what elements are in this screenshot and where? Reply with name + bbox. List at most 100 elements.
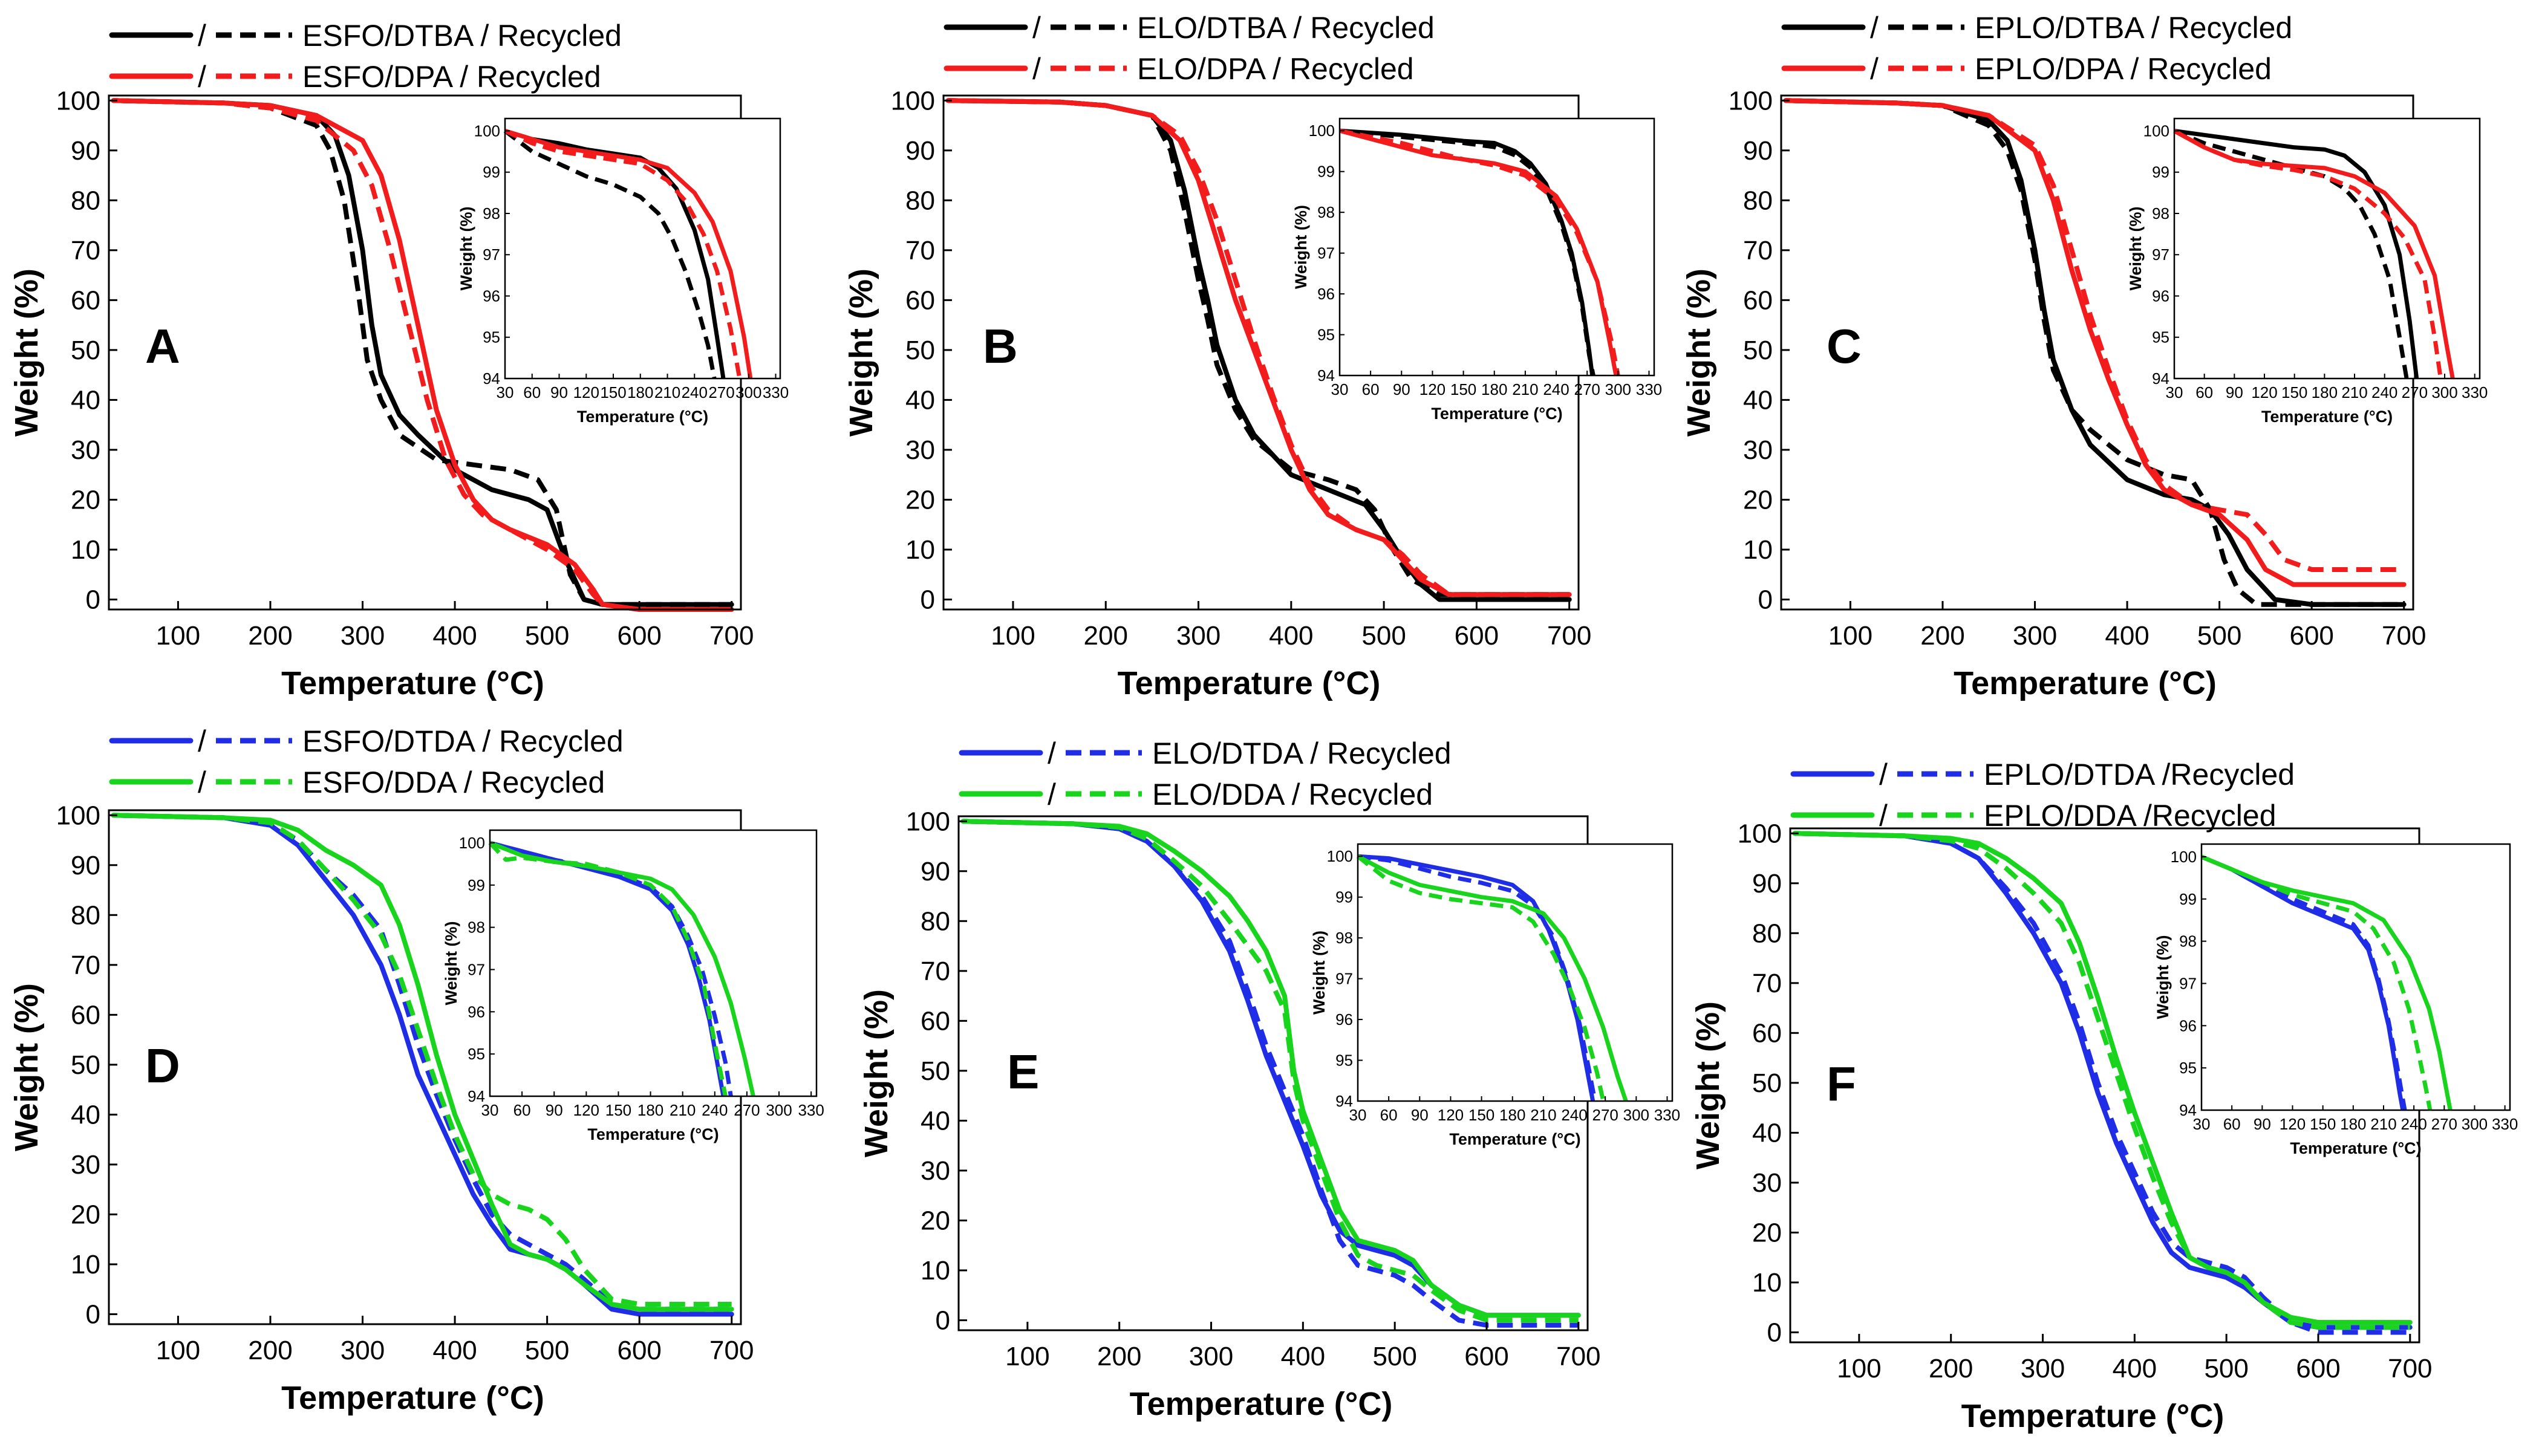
y-tick-label: 40 (1752, 1118, 1782, 1148)
x-axis-title: Temperature (°C) (1130, 1386, 1393, 1422)
inset-y-axis-title: Weight (%) (1292, 205, 1310, 289)
y-tick-label: 80 (71, 186, 100, 215)
x-tick-label: 600 (1455, 621, 1499, 651)
legend-separator: / (198, 724, 206, 758)
x-tick-label: 600 (1464, 1342, 1508, 1371)
inset-y-tick-label: 97 (2152, 245, 2169, 264)
y-tick-label: 30 (905, 435, 935, 465)
x-tick-label: 200 (1097, 1342, 1141, 1371)
x-axis-title: Temperature (°C) (1954, 665, 2217, 701)
y-tick-label: 100 (1738, 819, 1782, 848)
inset-x-tick-label: 270 (2402, 383, 2428, 401)
y-tick-label: 10 (921, 1256, 950, 1285)
y-tick-label: 70 (1743, 236, 1773, 265)
inset-x-tick-label: 210 (1512, 380, 1538, 398)
inset-x-tick-label: 150 (1468, 1106, 1494, 1124)
inset-series-line-red-recycled (2173, 129, 2443, 379)
inset-x-tick-label: 90 (2226, 383, 2243, 401)
x-tick-label: 400 (2105, 621, 2149, 651)
inset-x-tick-label: 120 (573, 1101, 599, 1119)
series-line-green (111, 813, 734, 1312)
y-tick-label: 40 (921, 1106, 950, 1136)
inset-x-tick-label: 180 (637, 1101, 663, 1119)
inset-x-axis-title: Temperature (°C) (587, 1125, 719, 1143)
x-tick-label: 700 (1547, 621, 1591, 651)
inset-x-tick-label: 60 (1362, 380, 1380, 398)
x-axis-title: Temperature (°C) (1961, 1398, 2224, 1434)
inset-x-tick-label: 210 (670, 1101, 696, 1119)
inset-y-tick-label: 100 (1309, 122, 1335, 140)
legend-label: ESFO/DPA / Recycled (302, 60, 601, 94)
inset-x-tick-label: 300 (766, 1101, 792, 1119)
series-line-red-recycled (948, 98, 1569, 597)
panel-c: 100 200 300 400 500 600 700 0 10 20 30 40 50 60 70 80 90… (1681, 11, 2488, 701)
inset-x-tick-label: 90 (550, 383, 568, 401)
panel-f: 100 200 300 400 500 600 700 0 10 20 30 40 50 60 70 80 90… (1690, 758, 2518, 1434)
inset-background (1358, 844, 1672, 1101)
inset-x-tick-label: 180 (627, 383, 653, 401)
inset-y-tick-label: 97 (1335, 970, 1353, 988)
inset-y-tick-label: 98 (483, 204, 500, 223)
inset-y-tick-label: 100 (459, 834, 485, 852)
inset-series-line-green-recycled (1356, 854, 1606, 1102)
series-line-blue-recycled (963, 819, 1579, 1328)
series-line-green-recycled (963, 819, 1579, 1323)
inset-x-tick-label: 270 (1592, 1106, 1618, 1124)
inset-x-tick-label: 180 (2340, 1115, 2366, 1133)
inset-x-tick-label: 300 (735, 383, 761, 401)
y-axis-title: Weight (%) (8, 983, 45, 1151)
y-tick-label: 0 (86, 1299, 100, 1329)
inset-x-tick-label: 30 (481, 1101, 499, 1119)
x-tick-label: 100 (156, 1336, 200, 1365)
inset-x-tick-label: 210 (2341, 383, 2367, 401)
panel-letter: B (983, 319, 1018, 373)
x-tick-label: 300 (1189, 1342, 1233, 1371)
x-tick-label: 500 (525, 1336, 569, 1365)
legend-separator: / (1032, 11, 1041, 45)
x-tick-label: 400 (1281, 1342, 1325, 1371)
x-tick-label: 700 (709, 621, 754, 651)
y-tick-label: 60 (1743, 285, 1773, 315)
legend-label: EPLO/DPA / Recycled (1975, 52, 2272, 86)
inset-y-axis-title: Weight (%) (1310, 931, 1328, 1015)
x-tick-label: 300 (341, 621, 385, 651)
inset-y-axis-title: Weight (%) (2127, 207, 2145, 291)
y-tick-label: 20 (71, 1200, 100, 1229)
legend-separator: / (1870, 52, 1879, 86)
y-tick-label: 80 (1743, 186, 1773, 215)
x-tick-label: 200 (248, 1336, 292, 1365)
inset-y-tick-label: 99 (483, 163, 500, 181)
inset-x-tick-label: 150 (2310, 1115, 2336, 1133)
inset-x-tick-label: 60 (513, 1101, 531, 1119)
y-tick-label: 100 (1729, 86, 1773, 115)
legend-label: ELO/DTBA / Recycled (1137, 11, 1435, 45)
inset-x-tick-label: 180 (1499, 1106, 1525, 1124)
inset-background (2174, 119, 2480, 379)
x-tick-label: 400 (1269, 621, 1313, 651)
inset-x-axis-title: Temperature (°C) (577, 408, 708, 426)
inset-x-tick-label: 60 (2195, 383, 2213, 401)
y-axis-title: Weight (%) (1681, 268, 1717, 437)
y-tick-label: 50 (71, 1050, 100, 1080)
inset-frame (1357, 843, 1674, 1102)
y-tick-label: 50 (921, 1056, 950, 1086)
y-tick-label: 0 (1767, 1318, 1782, 1347)
y-tick-label: 90 (71, 136, 100, 166)
x-tick-label: 100 (991, 621, 1035, 651)
x-tick-label: 600 (617, 621, 661, 651)
series-line-black-recycled (113, 98, 732, 607)
inset-y-tick-label: 96 (1335, 1010, 1353, 1029)
y-axis-title: Weight (%) (858, 989, 895, 1157)
inset-series-line-black (2174, 129, 2419, 379)
x-tick-label: 300 (2013, 621, 2057, 651)
legend-label: ELO/DDA / Recycled (1152, 778, 1433, 811)
inset-series-line-red-recycled (1339, 128, 1620, 376)
inset-x-tick-label: 330 (1654, 1106, 1680, 1124)
y-axis-title: Weight (%) (1690, 1001, 1726, 1169)
inset-series-line-green-recycled (2200, 854, 2433, 1111)
inset-x-tick-label: 270 (2431, 1115, 2457, 1133)
y-tick-label: 80 (921, 906, 950, 936)
inset-x-tick-label: 210 (2370, 1115, 2396, 1133)
y-tick-label: 40 (71, 1100, 100, 1129)
x-tick-label: 700 (2382, 621, 2426, 651)
